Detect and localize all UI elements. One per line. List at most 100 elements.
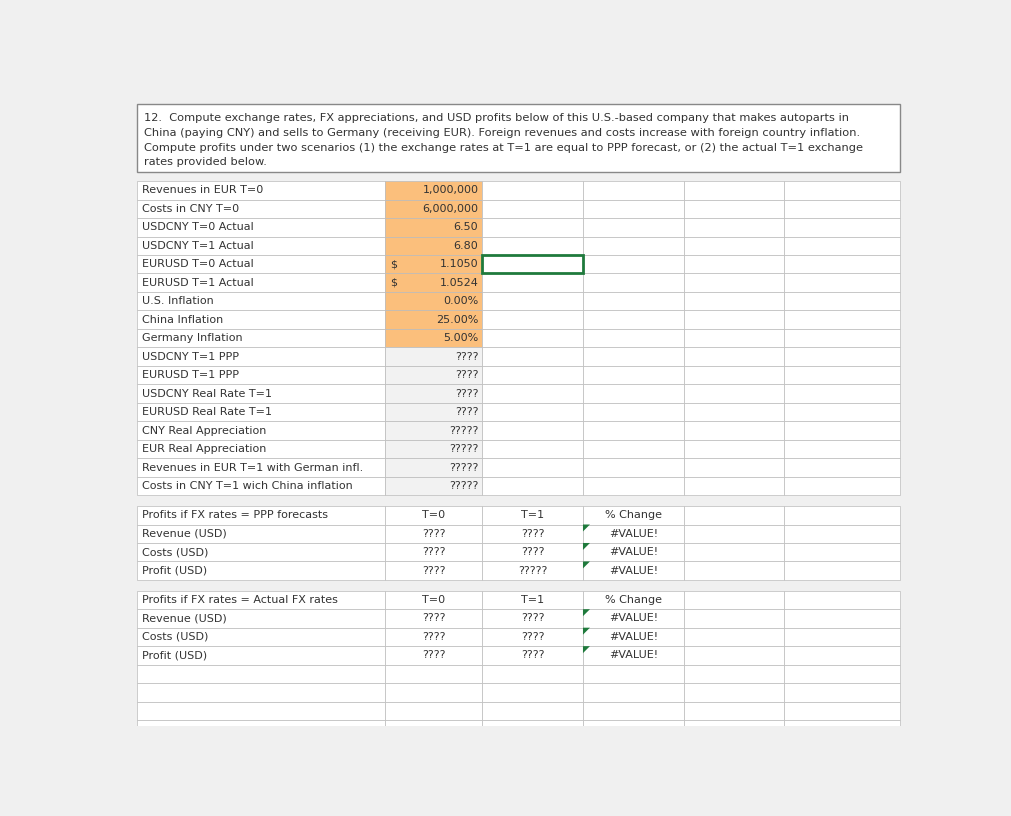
Bar <box>784 720 899 738</box>
Bar <box>582 292 683 310</box>
Bar <box>784 366 899 384</box>
Bar <box>582 273 683 292</box>
Text: ????: ???? <box>422 548 445 557</box>
Bar <box>137 200 385 218</box>
Text: #VALUE!: #VALUE! <box>609 632 657 642</box>
Text: EURUSD Real Rate T=1: EURUSD Real Rate T=1 <box>142 407 272 417</box>
Bar <box>482 477 582 495</box>
Bar <box>385 292 482 310</box>
Bar <box>385 273 482 292</box>
Text: Profit (USD): Profit (USD) <box>142 650 207 660</box>
Bar <box>582 237 683 255</box>
Text: ????: ???? <box>422 614 445 623</box>
Text: ?????: ????? <box>449 481 478 491</box>
Bar <box>482 506 582 525</box>
Text: Costs in CNY T=1 wich China inflation: Costs in CNY T=1 wich China inflation <box>142 481 353 491</box>
Text: #VALUE!: #VALUE! <box>609 614 657 623</box>
Text: USDCNY Real Rate T=1: USDCNY Real Rate T=1 <box>142 388 272 398</box>
Bar <box>683 702 784 720</box>
Bar <box>137 310 385 329</box>
Bar <box>482 200 582 218</box>
Bar <box>137 181 385 200</box>
Bar <box>784 665 899 683</box>
Bar <box>385 421 482 440</box>
Bar <box>784 440 899 459</box>
Bar <box>582 525 683 543</box>
Polygon shape <box>582 525 589 531</box>
Text: ?????: ????? <box>449 426 478 436</box>
Bar <box>784 477 899 495</box>
Bar <box>784 218 899 237</box>
Bar <box>784 561 899 580</box>
Bar <box>137 366 385 384</box>
Bar <box>784 200 899 218</box>
Text: 5.00%: 5.00% <box>443 333 478 344</box>
Bar <box>385 610 482 628</box>
Text: 1.0524: 1.0524 <box>439 277 478 288</box>
Bar <box>784 403 899 421</box>
Bar <box>482 292 582 310</box>
Text: ????: ???? <box>521 650 544 660</box>
Text: #VALUE!: #VALUE! <box>609 650 657 660</box>
Bar <box>385 366 482 384</box>
Text: ????: ???? <box>521 548 544 557</box>
Bar <box>582 628 683 646</box>
Bar <box>683 366 784 384</box>
Text: EURUSD T=1 Actual: EURUSD T=1 Actual <box>142 277 254 288</box>
Bar <box>385 384 482 403</box>
Text: Profits if FX rates = PPP forecasts: Profits if FX rates = PPP forecasts <box>142 510 328 521</box>
Text: ????: ???? <box>422 529 445 539</box>
Text: T=1: T=1 <box>521 595 544 605</box>
Bar <box>582 310 683 329</box>
Text: Profit (USD): Profit (USD) <box>142 565 207 576</box>
Text: Costs in CNY T=0: Costs in CNY T=0 <box>142 204 239 214</box>
Bar <box>482 525 582 543</box>
Bar <box>582 403 683 421</box>
Bar <box>385 702 482 720</box>
Text: 6.50: 6.50 <box>453 222 478 233</box>
Bar <box>582 561 683 580</box>
Bar <box>683 683 784 702</box>
Bar <box>385 506 482 525</box>
Text: China Inflation: China Inflation <box>142 315 223 325</box>
Bar <box>784 329 899 348</box>
Text: Revenues in EUR T=1 with German infl.: Revenues in EUR T=1 with German infl. <box>142 463 363 472</box>
Text: Germany Inflation: Germany Inflation <box>142 333 243 344</box>
Text: ????: ???? <box>454 407 478 417</box>
Text: $: $ <box>389 277 396 288</box>
Bar <box>683 292 784 310</box>
Bar <box>784 591 899 610</box>
Bar <box>137 506 385 525</box>
Bar <box>683 273 784 292</box>
Bar <box>683 477 784 495</box>
Bar <box>137 255 385 273</box>
Bar <box>683 459 784 477</box>
Bar <box>482 310 582 329</box>
Text: ????: ???? <box>521 529 544 539</box>
Text: 12.  Compute exchange rates, FX appreciations, and USD profits below of this U.S: 12. Compute exchange rates, FX appreciat… <box>144 113 847 123</box>
Bar <box>582 440 683 459</box>
Bar <box>137 273 385 292</box>
Bar <box>385 440 482 459</box>
Bar <box>784 273 899 292</box>
Text: USDCNY T=0 Actual: USDCNY T=0 Actual <box>142 222 254 233</box>
Bar <box>683 348 784 366</box>
Text: U.S. Inflation: U.S. Inflation <box>142 296 213 306</box>
Bar <box>482 440 582 459</box>
Bar <box>582 329 683 348</box>
Bar <box>784 255 899 273</box>
Bar <box>784 421 899 440</box>
Bar <box>582 366 683 384</box>
Bar <box>385 200 482 218</box>
Bar <box>137 384 385 403</box>
Text: ?????: ????? <box>449 444 478 454</box>
Text: EUR Real Appreciation: EUR Real Appreciation <box>142 444 266 454</box>
Bar <box>784 237 899 255</box>
Bar <box>137 292 385 310</box>
Bar <box>385 543 482 561</box>
Bar <box>482 348 582 366</box>
Bar <box>582 348 683 366</box>
Text: 1.1050: 1.1050 <box>440 259 478 269</box>
Bar <box>784 506 899 525</box>
Bar <box>784 525 899 543</box>
